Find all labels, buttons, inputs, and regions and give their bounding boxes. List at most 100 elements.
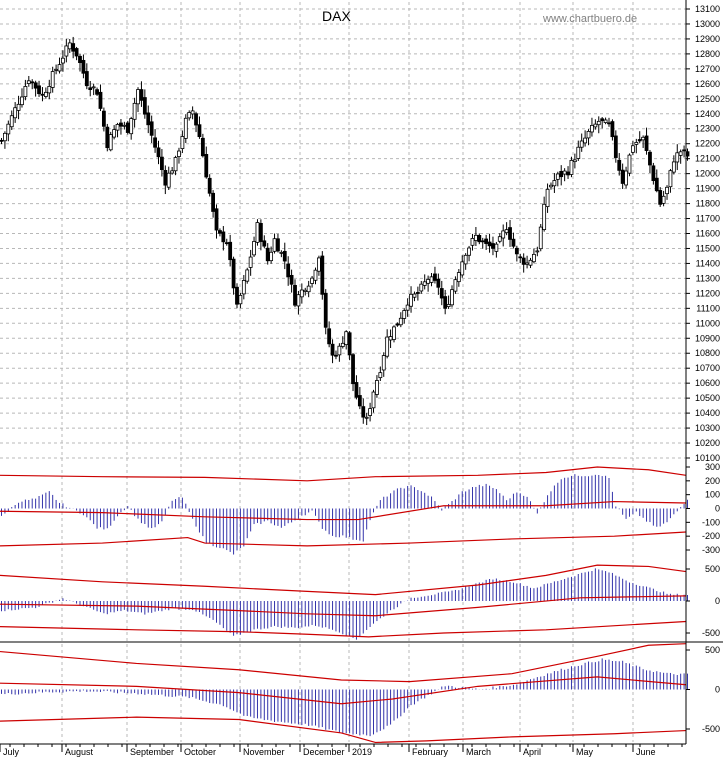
candle-body — [33, 82, 38, 89]
candle-body — [173, 157, 178, 172]
candle-body — [429, 276, 434, 283]
candle-body — [347, 332, 352, 356]
candle-body — [470, 238, 475, 246]
candle-body — [566, 171, 570, 176]
candle-body — [142, 97, 147, 115]
candle-body — [593, 123, 598, 128]
month-label: May — [576, 747, 594, 757]
candle-body — [518, 256, 523, 259]
candle-body — [64, 45, 69, 57]
candle-body — [286, 263, 291, 278]
candle-body — [166, 172, 171, 188]
candle-body — [81, 59, 86, 74]
candle-body — [538, 226, 543, 250]
candle-body — [412, 293, 417, 298]
candle-body — [497, 236, 502, 242]
candle-body — [535, 250, 540, 253]
candle-body — [9, 115, 14, 128]
candle-body — [480, 240, 485, 243]
band-upper-line — [0, 466, 687, 482]
candle-body — [122, 124, 127, 127]
watermark: www.chartbuero.de — [542, 13, 637, 25]
candle-body — [381, 355, 386, 371]
candle-body — [607, 122, 611, 125]
candle-body — [586, 130, 591, 139]
candle-body — [443, 296, 448, 309]
candle-body — [576, 146, 581, 159]
candle-body — [293, 284, 297, 306]
candle-body — [105, 126, 110, 149]
candle-body — [95, 89, 99, 95]
candle-body — [262, 240, 267, 247]
candle-body — [20, 96, 24, 106]
candle-body — [91, 86, 96, 89]
month-label: 2019 — [352, 747, 372, 757]
candle-body — [600, 118, 605, 122]
candle-body — [74, 48, 79, 57]
candle-body — [579, 140, 584, 148]
candle-body — [112, 129, 117, 138]
price-panel: DAX www.chartbuero.de — [0, 8, 690, 426]
candle-body — [419, 283, 424, 292]
candle-body — [388, 336, 393, 341]
candle-body — [528, 259, 533, 266]
candle-body — [276, 238, 280, 252]
candle-body — [354, 382, 359, 398]
band-upper-line — [0, 564, 687, 596]
candle-body — [317, 257, 321, 272]
price-tick-label: 10600 — [695, 378, 720, 388]
candle-body — [426, 279, 431, 284]
candle-body — [371, 391, 376, 409]
price-tick-label: 10200 — [695, 438, 720, 448]
candle-body — [57, 64, 62, 72]
candle-body — [0, 139, 4, 142]
candle-body — [562, 170, 567, 175]
candle-body — [330, 343, 335, 356]
candle-body — [463, 254, 468, 265]
band-mid-line — [0, 500, 687, 521]
candle-body — [344, 331, 349, 346]
candle-body — [98, 91, 103, 109]
osc-tick-label: 0 — [715, 596, 720, 606]
candle-body — [218, 230, 222, 234]
candle-body — [67, 42, 72, 50]
month-label: August — [65, 747, 94, 757]
chart-title: DAX — [322, 8, 351, 24]
price-tick-label: 10300 — [695, 423, 720, 433]
candle-body — [491, 243, 495, 249]
candle-body — [47, 85, 52, 94]
candle-body — [409, 293, 413, 307]
candle-body — [197, 124, 202, 138]
candle-body — [238, 294, 243, 305]
price-tick-label: 12400 — [695, 109, 720, 119]
candle-body — [153, 137, 157, 148]
candle-body — [43, 91, 48, 97]
candle-body — [552, 180, 557, 187]
candle-body — [320, 255, 325, 295]
osc-tick-label: 100 — [705, 490, 720, 500]
candle-body — [644, 135, 649, 151]
candle-body — [545, 188, 550, 208]
price-tick-label: 10400 — [695, 408, 720, 418]
candle-body — [501, 230, 506, 239]
candle-body — [572, 159, 577, 163]
candle-body — [637, 139, 642, 142]
price-tick-label: 10700 — [695, 363, 720, 373]
candle-body — [439, 288, 444, 299]
candle-body — [204, 154, 209, 178]
candle-body — [194, 113, 198, 126]
candle-body — [282, 250, 287, 262]
candle-body — [436, 278, 441, 288]
candle-body — [630, 145, 635, 153]
price-tick-label: 11700 — [696, 214, 720, 224]
candle-body — [221, 231, 226, 243]
candle-body — [119, 122, 123, 127]
price-tick-label: 12500 — [695, 94, 720, 104]
candle-body — [624, 170, 628, 186]
candle-body — [648, 151, 652, 166]
candle-body — [603, 119, 608, 123]
candle-body — [299, 289, 304, 298]
band-mid-line — [0, 595, 687, 617]
candle-body — [272, 238, 277, 252]
